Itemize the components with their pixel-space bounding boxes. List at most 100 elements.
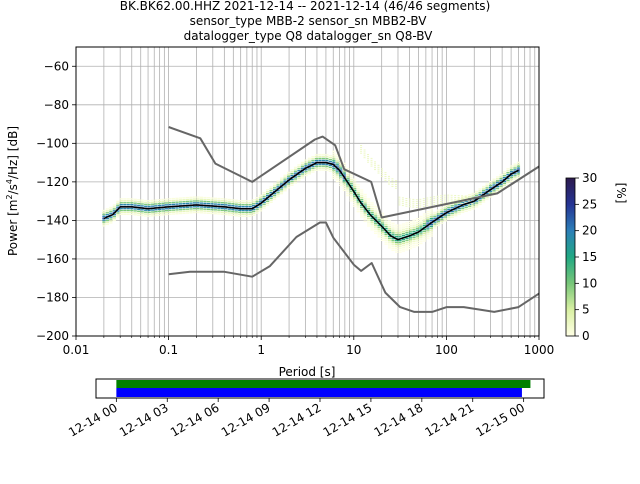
heatmap-cell [412,240,416,243]
heatmap-cell [238,200,242,202]
heatmap-cell [290,182,294,185]
heatmap-cell [356,185,360,188]
heatmap-cell [234,201,238,203]
heatmap-cell [116,210,120,212]
heatmap-cell [318,153,322,156]
heatmap-cell [349,182,353,185]
heatmap-cell [422,238,426,240]
heatmap-cell [398,247,402,250]
heatmap-cell [468,195,472,198]
heatmap-cell [440,212,444,215]
heatmap-cell [248,213,252,216]
heatmap-cell [412,223,416,225]
heatmap-cell [377,228,381,230]
heatmap-cell [105,221,109,224]
heatmap-cell [213,209,217,211]
heatmap-cell [245,202,249,204]
heatmap-cell [475,192,479,195]
heatmap-cell [133,212,137,214]
heatmap-cell [516,173,521,175]
heatmap-cell [102,219,106,221]
heatmap-cell [342,189,346,192]
heatmap-cell [415,217,420,220]
heatmap-cell [415,237,420,239]
heatmap-cell [255,208,259,210]
heatmap-cell [325,156,329,158]
heatmap-cell [374,207,378,209]
heatmap-cell [119,211,123,214]
heatmap-cell [353,186,357,188]
heatmap-cell [387,239,392,241]
heatmap-cell [311,155,315,158]
heatmap-cell [360,212,364,214]
heatmap-cell [398,204,401,206]
heatmap-cell [307,157,312,160]
heatmap-cell [335,171,339,173]
heatmap-cell [161,200,165,203]
heatmap-cell [461,196,465,198]
heatmap-cell [300,177,305,179]
heatmap-cell [478,201,482,204]
heatmap-cell [349,173,353,175]
heatmap-cell [353,190,357,192]
heatmap-cell [116,204,120,206]
heatmap-cell [311,169,315,171]
heatmap-cell [433,221,437,223]
heatmap-cell [398,232,402,234]
heatmap-cell [471,192,475,195]
heatmap-cell [245,209,249,212]
heatmap-cell [339,178,343,181]
heatmap-cell [367,219,371,221]
heatmap-cell [178,208,183,211]
heatmap-cell [161,204,165,206]
heatmap-cell [105,217,109,220]
heatmap-cell [408,246,413,248]
heatmap-cell [161,212,165,214]
heatmap-cell [401,234,406,237]
heatmap-cell [178,203,183,205]
heatmap-cell [394,241,399,244]
heatmap-cell [419,238,423,241]
heatmap-cell [335,165,339,167]
heatmap-cell [224,213,228,216]
heatmap-cell [325,169,329,171]
heatmap-cell [154,212,158,215]
heatmap-cell [307,161,312,163]
heatmap-cell [506,181,510,184]
heatmap-cell [509,178,514,181]
heatmap-cell [332,177,336,179]
heatmap-cell [227,214,231,216]
heatmap-cell [391,228,395,230]
heatmap-cell [123,211,127,214]
heatmap-cell [433,227,437,229]
heatmap-cell [419,198,422,200]
heatmap-cell [405,247,409,249]
heatmap-cell [363,193,367,196]
heatmap-cell [374,211,378,213]
heatmap-cell [405,203,408,205]
heatmap-cell [356,199,360,201]
heatmap-cell [461,197,464,199]
heatmap-cell [321,165,325,167]
heatmap-cell [464,200,468,203]
heatmap-cell [133,200,137,202]
heatmap-cell [154,214,158,217]
heatmap-cell [286,171,291,174]
heatmap-cell [151,209,155,211]
heatmap-cell [492,190,496,192]
heatmap-cell [164,211,169,214]
heatmap-cell [360,200,364,203]
heatmap-cell [342,185,346,188]
heatmap-cell [464,201,467,203]
heatmap-cell [175,211,179,213]
heatmap-cell [314,165,318,168]
heatmap-cell [488,196,493,198]
heatmap-cell [238,211,242,213]
heatmap-cell [231,201,235,203]
heatmap-cell [485,198,489,201]
heatmap-cell [415,225,420,228]
heatmap-cell [130,207,134,210]
heatmap-cell [356,195,360,197]
heatmap-cell [234,199,238,202]
heatmap-cell [339,182,343,185]
